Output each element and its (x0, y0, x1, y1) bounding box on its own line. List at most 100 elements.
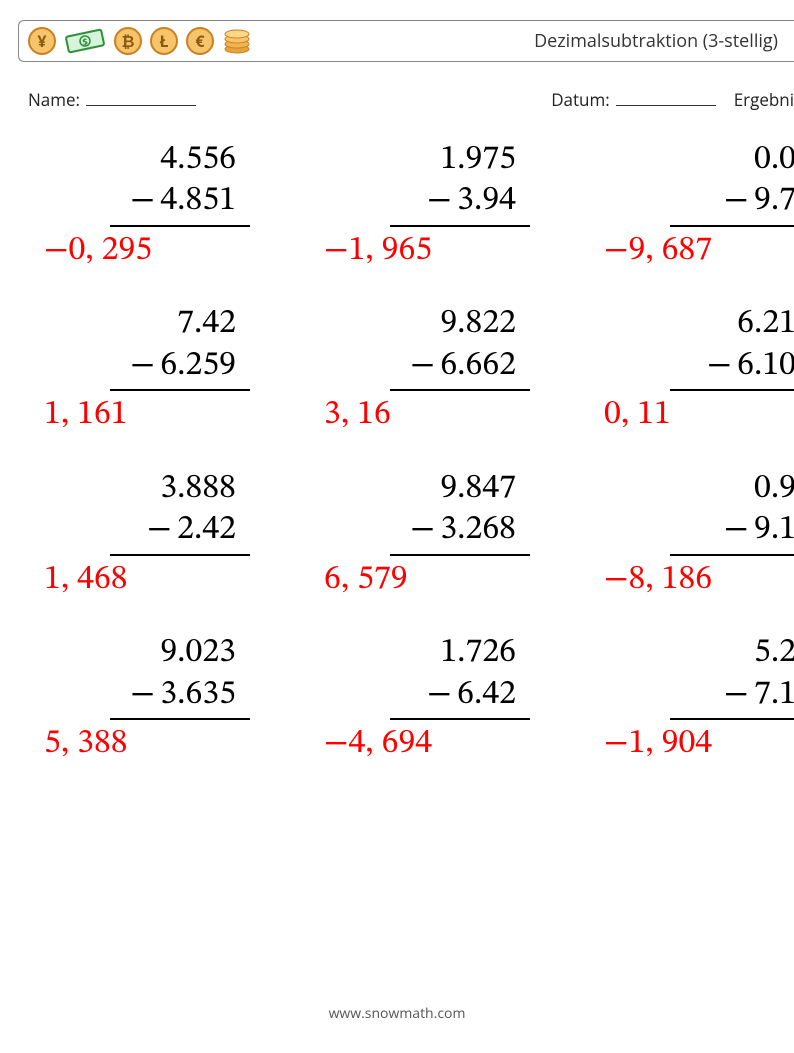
answer: −8, 186 (600, 560, 794, 601)
subtraction-problem: 4.556 −4.851 −0, 295 (40, 140, 280, 272)
minuend: 0.9 (600, 469, 794, 510)
answer: −0, 295 (40, 231, 280, 272)
minuend: 0.0 (600, 140, 794, 181)
vinculum (110, 554, 250, 556)
header-bar: ¥ $ ₿ Ł € (18, 20, 794, 62)
minus-icon: − (724, 181, 754, 222)
subtrahend: 6.42 (457, 678, 516, 712)
subtrahend-row: −3.268 (320, 510, 560, 551)
subtraction-problem: 9.023 −3.635 5, 388 (40, 633, 280, 765)
minuend: 5.2 (600, 633, 794, 674)
subtraction-problem: 0.0 −9.7 −9, 687 (600, 140, 794, 272)
coin-stack-icon (221, 26, 253, 56)
minuend: 4.556 (40, 140, 280, 181)
minuend: 1.975 (320, 140, 560, 181)
minus-icon: − (724, 510, 754, 551)
answer: −1, 904 (600, 724, 794, 765)
subtraction-problem: 7.42 −6.259 1, 161 (40, 304, 280, 436)
minuend: 3.888 (40, 469, 280, 510)
yen-coin-icon: ¥ (27, 26, 57, 56)
answer: 5, 388 (40, 724, 280, 765)
subtrahend-row: −2.42 (40, 510, 280, 551)
vinculum (390, 389, 530, 391)
subtrahend-row: −9.1 (600, 510, 794, 551)
subtrahend-row: −4.851 (40, 181, 280, 222)
subtrahend: 2.42 (177, 513, 236, 547)
subtraction-problem: 9.822 −6.662 3, 16 (320, 304, 560, 436)
minus-icon: − (410, 346, 440, 387)
vinculum (110, 225, 250, 227)
svg-text:¥: ¥ (37, 30, 47, 52)
subtrahend: 9.7 (754, 184, 794, 218)
subtrahend: 3.268 (440, 513, 516, 547)
subtrahend: 9.1 (754, 513, 794, 547)
minuend: 9.847 (320, 469, 560, 510)
answer: −9, 687 (600, 231, 794, 272)
subtrahend-row: −3.94 (320, 181, 560, 222)
subtraction-problem: 6.21 −6.10 0, 11 (600, 304, 794, 436)
subtrahend: 3.94 (457, 184, 516, 218)
vinculum (670, 554, 794, 556)
minus-icon: − (427, 181, 457, 222)
subtrahend-row: −7.1 (600, 675, 794, 716)
problems-grid: 4.556 −4.851 −0, 295 1.975 −3.94 −1, 965… (0, 140, 794, 766)
minuend: 9.023 (40, 633, 280, 674)
answer: −1, 965 (320, 231, 560, 272)
minuend: 1.726 (320, 633, 560, 674)
name-label: Name: (28, 88, 80, 111)
answer: 0, 11 (600, 395, 794, 436)
minus-icon: − (147, 510, 177, 551)
name-blank[interactable] (86, 91, 196, 106)
subtraction-problem: 5.2 −7.1 −1, 904 (600, 633, 794, 765)
minus-icon: − (707, 346, 737, 387)
date-blank[interactable] (616, 91, 716, 106)
minuend: 9.822 (320, 304, 560, 345)
answer: 1, 161 (40, 395, 280, 436)
minus-icon: − (410, 510, 440, 551)
subtrahend-row: −6.10 (600, 346, 794, 387)
minus-icon: − (130, 675, 160, 716)
minus-icon: − (130, 181, 160, 222)
vinculum (670, 389, 794, 391)
subtrahend-row: −3.635 (40, 675, 280, 716)
vinculum (670, 225, 794, 227)
vinculum (390, 718, 530, 720)
answer: 1, 468 (40, 560, 280, 601)
subtrahend: 3.635 (160, 678, 236, 712)
svg-text:€: € (195, 30, 205, 52)
euro-coin-icon: € (185, 26, 215, 56)
worksheet-page: ¥ $ ₿ Ł € (0, 0, 794, 1053)
subtrahend: 6.10 (737, 349, 794, 383)
subtrahend: 4.851 (160, 184, 236, 218)
bitcoin-coin-icon: ₿ (113, 26, 143, 56)
answer: −4, 694 (320, 724, 560, 765)
result-label: Ergebni (734, 88, 794, 111)
vinculum (110, 718, 250, 720)
subtrahend-row: −6.259 (40, 346, 280, 387)
subtraction-problem: 3.888 −2.42 1, 468 (40, 469, 280, 601)
svg-text:Ł: Ł (159, 30, 168, 52)
subtraction-problem: 1.726 −6.42 −4, 694 (320, 633, 560, 765)
subtrahend-row: −6.662 (320, 346, 560, 387)
meta-row: Name: Datum: Ergebni (28, 88, 794, 111)
svg-text:₿: ₿ (121, 30, 134, 52)
answer: 6, 579 (320, 560, 560, 601)
vinculum (390, 554, 530, 556)
subtrahend-row: −9.7 (600, 181, 794, 222)
minus-icon: − (427, 675, 457, 716)
date-label: Datum: (551, 88, 609, 111)
vinculum (110, 389, 250, 391)
answer: 3, 16 (320, 395, 560, 436)
subtraction-problem: 9.847 −3.268 6, 579 (320, 469, 560, 601)
subtrahend-row: −6.42 (320, 675, 560, 716)
minus-icon: − (724, 675, 754, 716)
dollar-bill-icon: $ (63, 27, 107, 55)
minuend: 6.21 (600, 304, 794, 345)
worksheet-title: Dezimalsubtraktion (3-stellig) (534, 29, 784, 53)
subtrahend: 6.662 (440, 349, 516, 383)
minus-icon: − (130, 346, 160, 387)
litecoin-coin-icon: Ł (149, 26, 179, 56)
subtraction-problem: 0.9 −9.1 −8, 186 (600, 469, 794, 601)
vinculum (670, 718, 794, 720)
subtrahend: 6.259 (160, 349, 236, 383)
